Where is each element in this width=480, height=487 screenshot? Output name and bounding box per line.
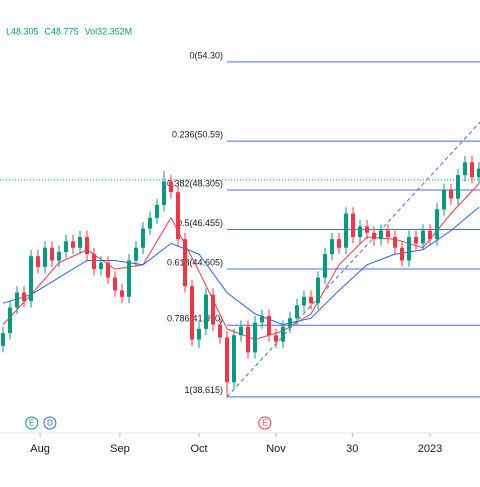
candle-body xyxy=(456,175,460,199)
candle-body xyxy=(218,324,222,338)
candle-body xyxy=(267,316,271,336)
candle-body xyxy=(365,226,369,233)
fib-label: 0.382(48.305) xyxy=(167,178,223,188)
x-tick-label: Aug xyxy=(30,443,50,455)
candle-body xyxy=(78,237,82,248)
candle-body xyxy=(281,326,285,342)
candle-body xyxy=(421,230,425,244)
candle-body xyxy=(183,239,187,287)
candle-body xyxy=(393,237,397,248)
candle-body xyxy=(302,296,306,306)
candle-body xyxy=(99,262,103,270)
candle-body xyxy=(232,335,236,383)
candle-body xyxy=(414,237,418,244)
candle-body xyxy=(155,205,159,218)
candle-body xyxy=(358,226,362,238)
candle-body xyxy=(379,230,383,240)
candle-body xyxy=(449,190,453,199)
candle-body xyxy=(386,230,390,238)
candle-body xyxy=(29,256,33,302)
fib-label: 1(38.615) xyxy=(184,385,223,395)
candle-body xyxy=(71,241,75,248)
x-tick-label: 2023 xyxy=(418,443,442,455)
candle-body xyxy=(316,277,320,304)
header-value: Vol32.352M xyxy=(85,26,133,36)
candle-body xyxy=(435,209,439,240)
candle-body xyxy=(120,290,124,297)
candle-body xyxy=(225,337,229,383)
candle-body xyxy=(204,294,208,329)
candle-body xyxy=(134,247,138,261)
x-tick-label: Oct xyxy=(190,443,207,455)
x-tick-label: Sep xyxy=(110,443,130,455)
candle-body xyxy=(92,254,96,270)
candle-body xyxy=(253,322,257,353)
candle-body xyxy=(127,260,131,297)
fib-label: 0.618(44.605) xyxy=(167,257,223,267)
candle-body xyxy=(169,181,173,193)
moving-average xyxy=(2,206,480,326)
fib-label: 0(54.30) xyxy=(189,50,223,60)
event-marker xyxy=(43,416,57,430)
candle-body xyxy=(442,190,446,210)
candle-body xyxy=(470,162,474,178)
fib-label: 0.236(50.59) xyxy=(172,130,223,140)
header-value: L48.305 xyxy=(6,26,39,36)
fib-label: 0.786(41.970) xyxy=(167,314,223,324)
candle-body xyxy=(323,254,327,278)
candle-body xyxy=(295,305,299,319)
event-label: E xyxy=(262,419,267,428)
fib-label: 0.5(46.455) xyxy=(177,218,223,228)
candle-body xyxy=(274,335,278,342)
event-label: D xyxy=(47,419,53,428)
candle-body xyxy=(351,213,355,238)
candle-body xyxy=(176,192,180,240)
candle-body xyxy=(113,277,117,291)
event-marker xyxy=(258,416,272,430)
fib-trend-line xyxy=(226,121,480,398)
candle-body xyxy=(400,247,404,261)
event-marker xyxy=(25,416,39,430)
candle-body xyxy=(407,237,411,261)
candle-body xyxy=(211,294,215,325)
candle-body xyxy=(190,286,194,340)
candle-body xyxy=(22,292,26,302)
candle-body xyxy=(239,326,243,336)
candle-body xyxy=(337,239,341,248)
candle-body xyxy=(1,333,5,346)
candle-body xyxy=(197,328,201,340)
candle-body xyxy=(260,316,264,323)
x-tick-label: Nov xyxy=(266,443,286,455)
candle-body xyxy=(309,296,313,304)
x-tick-label: 30 xyxy=(346,443,358,455)
candle-body xyxy=(43,247,47,267)
header-value: C48.775 xyxy=(45,26,79,36)
candle-body xyxy=(50,247,54,261)
candle-body xyxy=(85,237,89,255)
candle-body xyxy=(344,213,348,248)
candle-body xyxy=(428,230,432,240)
candle-body xyxy=(162,181,166,205)
candle-body xyxy=(288,318,292,327)
candle-body xyxy=(57,251,61,261)
candle-body xyxy=(246,326,250,353)
candle-body xyxy=(64,241,68,252)
candle-body xyxy=(463,162,467,176)
candle-body xyxy=(372,232,376,240)
candle-body xyxy=(106,262,110,278)
candle-body xyxy=(36,256,40,267)
candle-body xyxy=(477,168,480,178)
candle-body xyxy=(330,239,334,255)
candle-body xyxy=(148,217,152,229)
candle-body xyxy=(8,307,12,334)
event-label: E xyxy=(29,419,34,428)
candle-body xyxy=(15,292,19,308)
candle-body xyxy=(141,228,145,248)
